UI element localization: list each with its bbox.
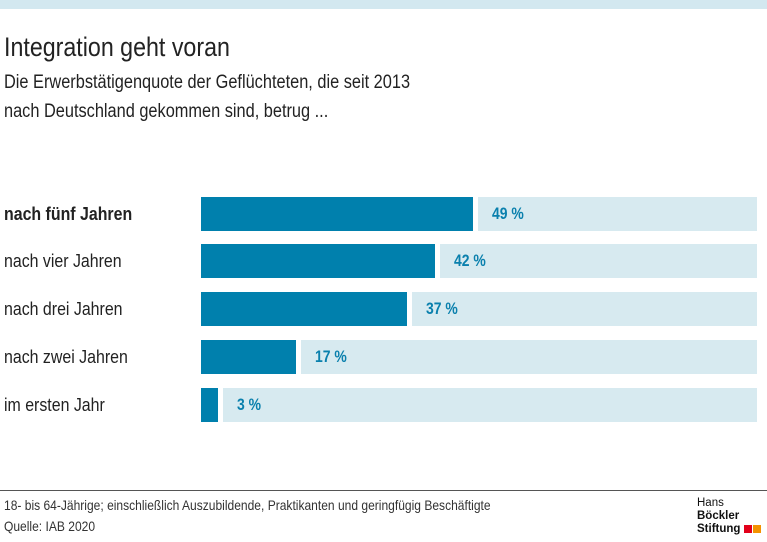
data-label: 17 % <box>315 347 347 366</box>
bar-value <box>201 244 435 278</box>
logo-text-hans: Hans <box>697 497 724 509</box>
footnote: 18- bis 64-Jährige; einschließlich Auszu… <box>4 497 491 513</box>
bar-remainder <box>301 340 757 374</box>
logo-orange-square <box>753 524 762 533</box>
bar-remainder <box>440 244 757 278</box>
top-band <box>0 0 767 9</box>
footer-divider <box>0 490 767 491</box>
category-label: nach vier Jahren <box>4 250 122 271</box>
bar-value <box>201 388 218 422</box>
bar-remainder <box>412 292 757 326</box>
data-label: 42 % <box>454 251 486 270</box>
bar-value <box>201 197 473 231</box>
category-label: nach drei Jahren <box>4 298 123 319</box>
subtitle-line-1: Die Erwerbstätigenquote der Geflüchteten… <box>4 72 411 93</box>
data-label: 37 % <box>426 299 458 318</box>
chart-title: Integration geht voran <box>4 32 230 62</box>
source: Quelle: IAB 2020 <box>4 518 96 534</box>
category-label: nach zwei Jahren <box>4 346 128 367</box>
bar-remainder <box>478 197 757 231</box>
hans-boeckler-logo: Hans Böckler Stiftung <box>697 497 767 536</box>
category-label: im ersten Jahr <box>4 394 105 415</box>
bar-value <box>201 340 296 374</box>
logo-text-stiftung: Stiftung <box>697 523 741 535</box>
bar-remainder <box>223 388 757 422</box>
logo-text-boeckler: Böckler <box>697 510 740 522</box>
data-label: 3 % <box>237 395 262 414</box>
category-label: nach fünf Jahren <box>4 203 133 224</box>
logo-red-square <box>744 524 753 533</box>
bar-value <box>201 292 407 326</box>
data-label: 49 % <box>492 204 524 223</box>
subtitle-line-2: nach Deutschland gekommen sind, betrug .… <box>4 101 329 122</box>
